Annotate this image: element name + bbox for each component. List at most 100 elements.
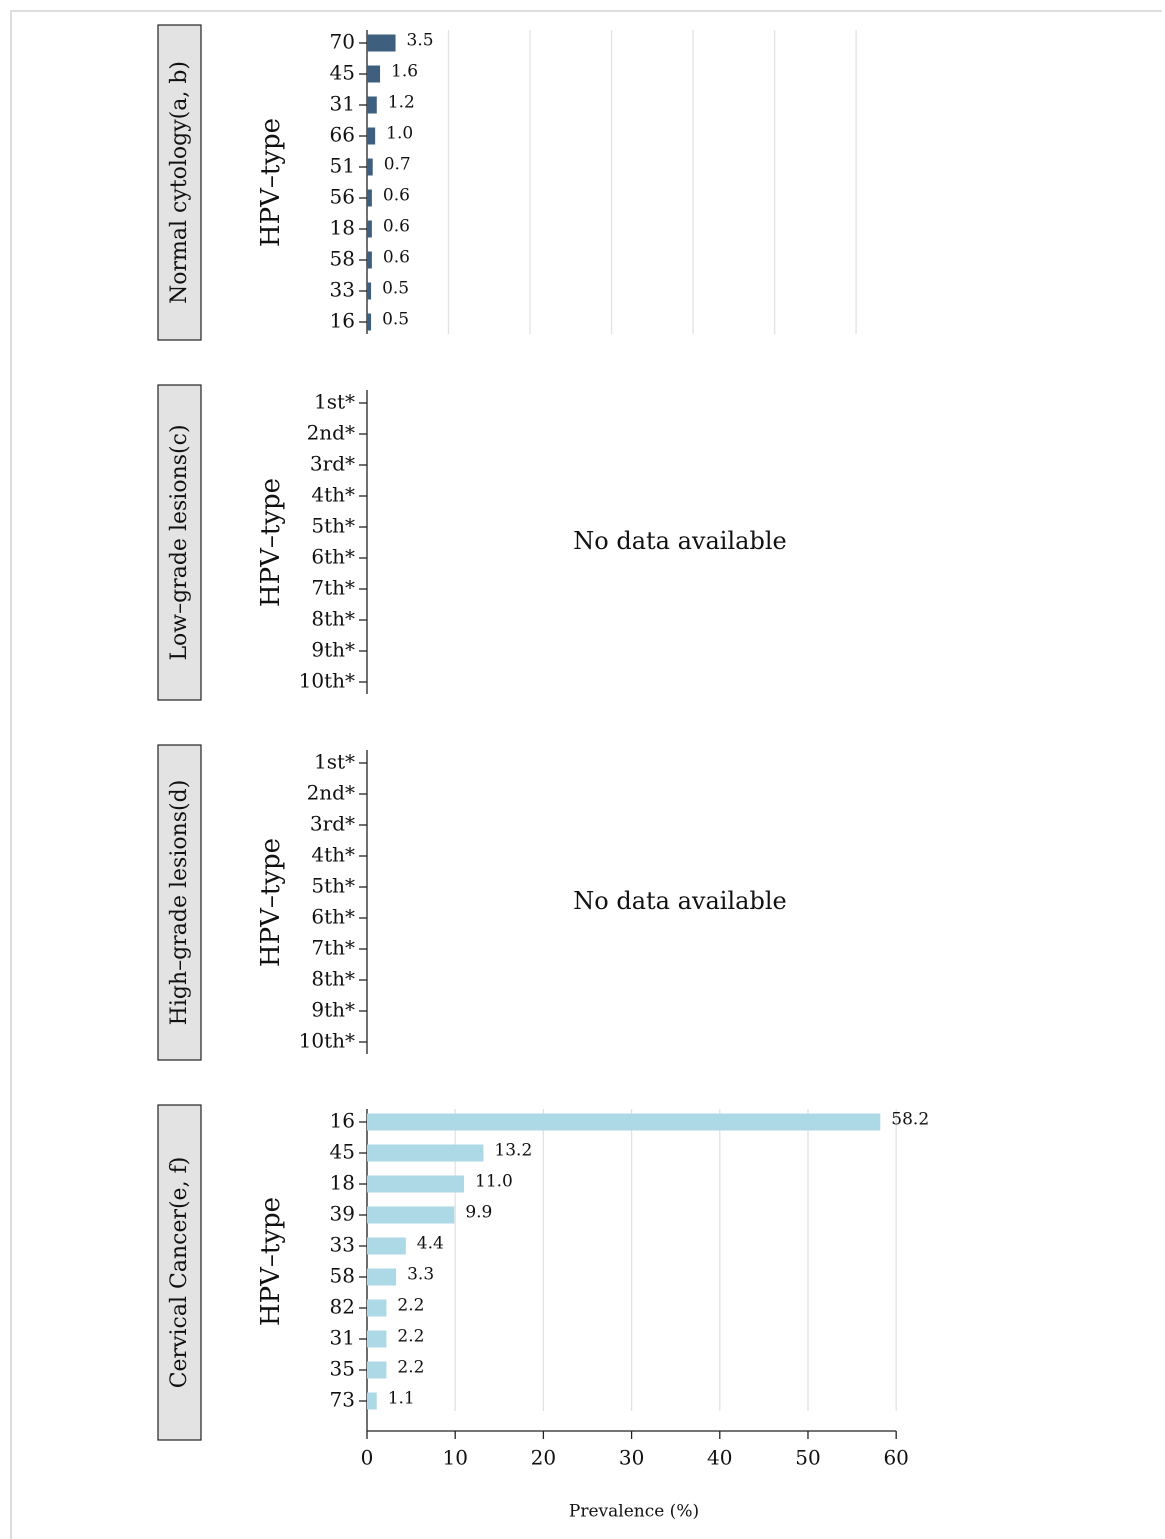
y-tick-label: 2nd* bbox=[307, 781, 355, 805]
bar bbox=[367, 1330, 387, 1348]
y-tick-label: 2nd* bbox=[307, 421, 355, 445]
y-tick-label: 3rd* bbox=[310, 812, 355, 836]
x-tick-label: 0 bbox=[361, 1446, 374, 1470]
y-tick-label: 9th* bbox=[311, 638, 355, 662]
y-tick-label: 5th* bbox=[311, 514, 355, 538]
y-axis-label: HPV–type bbox=[256, 478, 286, 607]
y-tick-label: 1st* bbox=[314, 390, 355, 414]
y-axis-label: HPV–type bbox=[256, 838, 286, 967]
y-tick-label: 3rd* bbox=[310, 452, 355, 476]
y-tick-label: 35 bbox=[330, 1357, 355, 1381]
strip bbox=[157, 744, 202, 1061]
value-label: 0.6 bbox=[383, 217, 410, 237]
bar bbox=[367, 1113, 881, 1131]
strip bbox=[157, 24, 202, 341]
strip-label: Cervical Cancer(e, f) bbox=[167, 1157, 192, 1389]
bar bbox=[367, 251, 372, 269]
y-tick-label: 5th* bbox=[311, 874, 355, 898]
y-tick-label: 70 bbox=[330, 30, 355, 54]
y-tick-label: 31 bbox=[330, 92, 355, 116]
bar bbox=[367, 1144, 484, 1162]
strip-label: High–grade lesions(d) bbox=[167, 780, 192, 1026]
value-label: 2.2 bbox=[397, 1296, 424, 1316]
bar bbox=[367, 313, 372, 331]
strip bbox=[157, 1104, 202, 1441]
y-tick-label: 45 bbox=[330, 61, 355, 85]
bar bbox=[367, 282, 372, 300]
y-tick-label: 4th* bbox=[311, 483, 355, 507]
bar bbox=[367, 1206, 455, 1224]
bar bbox=[367, 34, 396, 52]
value-label: 0.6 bbox=[383, 186, 410, 206]
annotation: No data available bbox=[573, 887, 786, 915]
bar bbox=[367, 1268, 397, 1286]
y-tick-label: 18 bbox=[330, 1171, 355, 1195]
frame bbox=[10, 10, 1162, 1539]
bar bbox=[367, 1237, 406, 1255]
strip bbox=[157, 384, 202, 701]
annotation: No data available bbox=[573, 527, 786, 555]
y-tick-label: 10th* bbox=[299, 1029, 355, 1053]
y-axis-label: HPV–type bbox=[256, 1197, 286, 1326]
value-label: 1.1 bbox=[388, 1389, 415, 1409]
value-label: 0.5 bbox=[382, 310, 409, 330]
x-tick-label: 50 bbox=[795, 1446, 820, 1470]
value-label: 3.3 bbox=[407, 1265, 434, 1285]
y-tick-label: 33 bbox=[330, 1233, 355, 1257]
y-tick-label: 82 bbox=[330, 1295, 355, 1319]
y-tick-label: 6th* bbox=[311, 905, 355, 929]
value-label: 3.5 bbox=[407, 31, 434, 51]
bar bbox=[367, 158, 373, 176]
y-axis-label: HPV–type bbox=[256, 118, 286, 247]
y-tick-label: 16 bbox=[330, 1109, 355, 1133]
value-label: 11.0 bbox=[475, 1172, 513, 1192]
bar bbox=[367, 220, 372, 238]
y-tick-label: 16 bbox=[330, 309, 355, 333]
bar bbox=[367, 1392, 377, 1410]
y-tick-label: 6th* bbox=[311, 545, 355, 569]
y-tick-label: 10th* bbox=[299, 669, 355, 693]
strip-label: Normal cytology(a, b) bbox=[167, 61, 192, 304]
y-tick-label: 7th* bbox=[311, 936, 355, 960]
value-label: 58.2 bbox=[891, 1110, 929, 1130]
y-tick-label: 8th* bbox=[311, 607, 355, 631]
y-tick-label: 4th* bbox=[311, 843, 355, 867]
value-label: 2.2 bbox=[397, 1327, 424, 1347]
y-tick-label: 33 bbox=[330, 278, 355, 302]
y-tick-label: 1st* bbox=[314, 750, 355, 774]
bar bbox=[367, 96, 377, 114]
y-tick-label: 9th* bbox=[311, 998, 355, 1022]
x-tick-label: 40 bbox=[707, 1446, 732, 1470]
x-tick-label: 30 bbox=[619, 1446, 644, 1470]
y-tick-label: 39 bbox=[330, 1202, 355, 1226]
strip-label: Low–grade lesions(c) bbox=[167, 424, 192, 660]
bar bbox=[367, 1299, 387, 1317]
y-tick-label: 51 bbox=[330, 154, 355, 178]
y-tick-label: 7th* bbox=[311, 576, 355, 600]
x-axis-label: Prevalence (%) bbox=[569, 1502, 699, 1522]
bar bbox=[367, 65, 381, 83]
y-tick-label: 66 bbox=[330, 123, 355, 147]
y-tick-label: 58 bbox=[330, 1264, 355, 1288]
bar bbox=[367, 1361, 387, 1379]
y-tick-label: 73 bbox=[330, 1388, 355, 1412]
y-tick-label: 58 bbox=[330, 247, 355, 271]
y-tick-label: 31 bbox=[330, 1326, 355, 1350]
bar bbox=[367, 1175, 465, 1193]
x-tick-label: 10 bbox=[442, 1446, 467, 1470]
value-label: 1.6 bbox=[391, 62, 418, 82]
value-label: 0.7 bbox=[384, 155, 411, 175]
y-tick-label: 56 bbox=[330, 185, 355, 209]
y-tick-label: 45 bbox=[330, 1140, 355, 1164]
value-label: 1.0 bbox=[386, 124, 413, 144]
bar bbox=[367, 189, 372, 207]
value-label: 1.2 bbox=[388, 93, 415, 113]
bar bbox=[367, 127, 376, 145]
x-tick-label: 60 bbox=[883, 1446, 908, 1470]
value-label: 0.6 bbox=[383, 248, 410, 268]
x-tick-label: 20 bbox=[531, 1446, 556, 1470]
value-label: 13.2 bbox=[494, 1141, 532, 1161]
value-label: 0.5 bbox=[382, 279, 409, 299]
